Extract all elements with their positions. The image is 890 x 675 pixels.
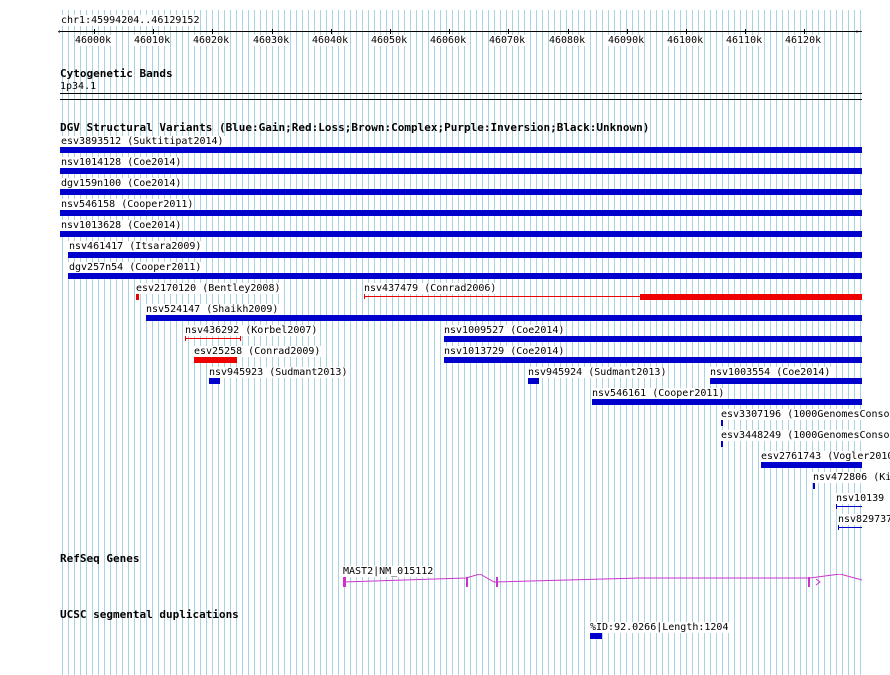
ruler-tick bbox=[627, 29, 628, 34]
ruler-right-arrow-icon: → bbox=[853, 27, 859, 37]
variant-label: esv3307196 (1000GenomesConsor bbox=[720, 409, 890, 420]
variant-label: esv3893512 (Suktitipat2014) bbox=[60, 136, 225, 147]
variant-gain-bar[interactable] bbox=[146, 315, 862, 321]
variant-label: dgv159n100 (Coe2014) bbox=[60, 178, 183, 189]
variant-label: nsv436292 (Korbel2007) bbox=[184, 325, 319, 336]
ruler-tick-label: 46110k bbox=[726, 35, 763, 46]
variant-gain-line[interactable] bbox=[838, 527, 862, 528]
ruler-tick-label: 46070k bbox=[489, 35, 526, 46]
ruler-tick-label: 46120k bbox=[785, 35, 822, 46]
cytoband-band[interactable] bbox=[60, 93, 862, 94]
variant-label: nsv10139 bbox=[835, 493, 886, 504]
variant-gain-bar[interactable] bbox=[209, 378, 220, 384]
cytoband-track-title[interactable]: Cytogenetic Bands bbox=[60, 67, 173, 80]
variant-label: esv2170120 (Bentley2008) bbox=[135, 283, 282, 294]
variant-gain-bar[interactable] bbox=[60, 168, 862, 174]
cytoband-label: 1p34.1 bbox=[60, 81, 97, 92]
ruler-tick-label: 46060k bbox=[430, 35, 467, 46]
variant-gain-bar[interactable] bbox=[721, 420, 723, 426]
ruler-tick bbox=[686, 29, 687, 34]
ruler-line bbox=[60, 31, 862, 32]
cytoband-band-bottom bbox=[60, 99, 862, 100]
variant-label: nsv546158 (Cooper2011) bbox=[60, 199, 195, 210]
variant-label: nsv437479 (Conrad2006) bbox=[363, 283, 498, 294]
segdup-bar[interactable] bbox=[590, 633, 602, 639]
variant-loss-bar[interactable] bbox=[640, 294, 862, 300]
variant-gain-bar[interactable] bbox=[528, 378, 539, 384]
variant-gain-bar[interactable] bbox=[592, 399, 862, 405]
ruler-tick-label: 46000k bbox=[75, 35, 112, 46]
variant-label: dgv257n54 (Cooper2011) bbox=[68, 262, 203, 273]
ruler-tick bbox=[272, 29, 273, 34]
ruler-tick bbox=[508, 29, 509, 34]
variant-label: nsv461417 (Itsara2009) bbox=[68, 241, 203, 252]
variant-loss-cap bbox=[240, 336, 241, 341]
variant-label: nsv1014128 (Coe2014) bbox=[60, 157, 183, 168]
variant-label: nsv1009527 (Coe2014) bbox=[443, 325, 566, 336]
ruler-tick-label: 46100k bbox=[667, 35, 704, 46]
variant-loss-line[interactable] bbox=[185, 338, 241, 339]
ruler-tick bbox=[212, 29, 213, 34]
dgv-track-title[interactable]: DGV Structural Variants (Blue:Gain;Red:L… bbox=[60, 121, 650, 134]
variant-gain-bar[interactable] bbox=[710, 378, 862, 384]
ruler-tick-label: 46020k bbox=[193, 35, 230, 46]
gene-label: MAST2|NM_015112 bbox=[342, 566, 435, 577]
variant-gain-bar[interactable] bbox=[60, 231, 862, 237]
variant-gain-bar[interactable] bbox=[60, 189, 862, 195]
ruler-left-arrow-icon: ← bbox=[58, 27, 64, 37]
variant-gain-bar[interactable] bbox=[444, 357, 862, 363]
variant-loss-bar[interactable] bbox=[194, 357, 237, 363]
variant-label: nsv1013729 (Coe2014) bbox=[443, 346, 566, 357]
variant-label: nsv945923 (Sudmant2013) bbox=[208, 367, 349, 378]
gene-model-mast2[interactable] bbox=[340, 574, 862, 590]
variant-label: esv2761743 (Vogler2010 bbox=[760, 451, 890, 462]
ruler-tick bbox=[94, 29, 95, 34]
variant-label: nsv1013628 (Coe2014) bbox=[60, 220, 183, 231]
variant-label: nsv546161 (Cooper2011) bbox=[591, 388, 726, 399]
ruler-tick-label: 46050k bbox=[371, 35, 408, 46]
ruler-tick bbox=[390, 29, 391, 34]
variant-label: nsv829737 bbox=[837, 514, 890, 525]
ruler-tick bbox=[745, 29, 746, 34]
ruler-tick-label: 46090k bbox=[608, 35, 645, 46]
variant-gain-bar[interactable] bbox=[60, 147, 862, 153]
variant-gain-bar[interactable] bbox=[761, 462, 862, 468]
variant-label: nsv945924 (Sudmant2013) bbox=[527, 367, 668, 378]
position-label: chr1:45994204..46129152 bbox=[60, 15, 201, 26]
ruler-tick-label: 46040k bbox=[312, 35, 349, 46]
variant-label: esv25258 (Conrad2009) bbox=[193, 346, 322, 357]
variant-label: esv3448249 (1000GenomesConsor bbox=[720, 430, 890, 441]
ruler-tick bbox=[153, 29, 154, 34]
variant-gain-bar[interactable] bbox=[68, 273, 862, 279]
ruler-tick bbox=[804, 29, 805, 34]
variant-gain-line[interactable] bbox=[836, 506, 862, 507]
ruler-tick-label: 46010k bbox=[134, 35, 171, 46]
variant-loss-bar[interactable] bbox=[136, 294, 139, 300]
ruler-tick bbox=[568, 29, 569, 34]
variant-label: nsv472806 (Ki bbox=[812, 472, 890, 483]
ruler-tick bbox=[449, 29, 450, 34]
variant-gain-bar[interactable] bbox=[60, 210, 862, 216]
segdup-label: %ID:92.0266|Length:1204 bbox=[589, 622, 730, 633]
refseq-track-title[interactable]: RefSeq Genes bbox=[60, 552, 140, 565]
variant-gain-bar[interactable] bbox=[813, 483, 815, 489]
segdup-track-title[interactable]: UCSC segmental duplications bbox=[60, 608, 239, 621]
ruler-tick-label: 46030k bbox=[253, 35, 290, 46]
variant-label: nsv524147 (Shaikh2009) bbox=[145, 304, 280, 315]
variant-gain-bar[interactable] bbox=[444, 336, 862, 342]
variant-loss-line[interactable] bbox=[364, 296, 640, 297]
variant-label: nsv1003554 (Coe2014) bbox=[709, 367, 832, 378]
variant-gain-bar[interactable] bbox=[721, 441, 723, 447]
variant-gain-bar[interactable] bbox=[68, 252, 862, 258]
ruler-tick bbox=[331, 29, 332, 34]
ruler-tick-label: 46080k bbox=[549, 35, 586, 46]
